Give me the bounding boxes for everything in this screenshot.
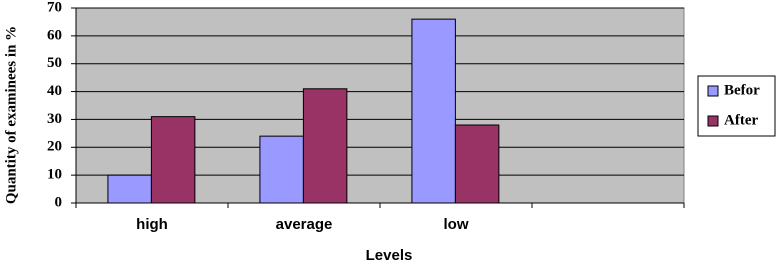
x-axis-label: Levels [366, 247, 413, 264]
x-tick-label: low [444, 216, 469, 233]
bar [107, 174, 152, 204]
y-tick-label: 0 [55, 194, 63, 210]
y-axis-label: Quantity of examinees in % [3, 26, 19, 204]
bar [150, 116, 196, 204]
y-tick-label: 30 [47, 111, 62, 127]
legend-swatch [707, 115, 719, 127]
legend-label: After [724, 112, 758, 128]
legend-swatch [707, 85, 719, 97]
x-tick-label: high [136, 216, 168, 233]
bar [259, 135, 304, 204]
y-tick-label: 20 [47, 139, 62, 155]
legend-label: Befor [724, 82, 760, 98]
bar [454, 124, 500, 204]
y-tick-label: 70 [47, 0, 62, 15]
y-tick-label: 50 [47, 55, 62, 71]
bar [411, 18, 456, 204]
x-tick-label: average [276, 216, 333, 233]
y-tick-label: 60 [47, 27, 62, 43]
y-tick-label: 10 [47, 167, 62, 183]
y-tick-label: 40 [47, 83, 62, 99]
bar [302, 88, 348, 204]
